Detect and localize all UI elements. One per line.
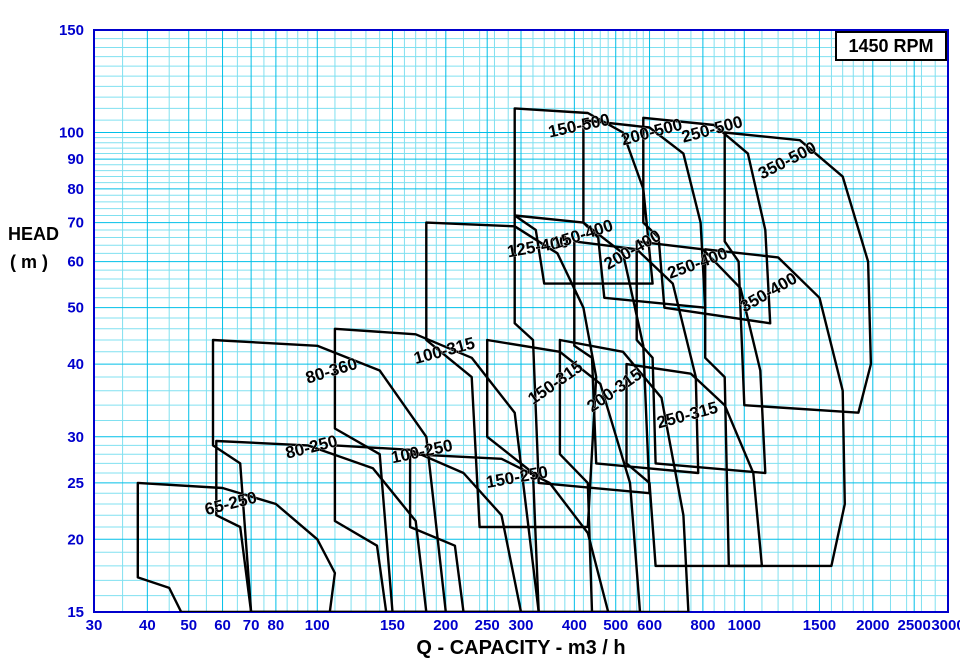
x-tick: 40: [139, 617, 156, 634]
y-tick: 70: [67, 215, 84, 232]
x-tick: 200: [433, 617, 458, 634]
pump-chart: 65-25080-250100-250150-25080-360100-3151…: [0, 0, 960, 658]
x-tick: 600: [637, 617, 662, 634]
x-tick: 150: [380, 617, 405, 634]
y-tick: 20: [67, 531, 84, 548]
x-tick: 400: [562, 617, 587, 634]
x-tick: 500: [603, 617, 628, 634]
y-tick: 100: [59, 124, 84, 141]
y-tick: 25: [67, 475, 84, 492]
y-tick: 60: [67, 254, 84, 271]
x-tick: 2000: [856, 617, 889, 634]
rpm-label: 1450 RPM: [848, 36, 933, 56]
x-tick: 50: [180, 617, 197, 634]
x-tick: 250: [475, 617, 500, 634]
y-tick: 150: [59, 22, 84, 39]
y-tick: 90: [67, 151, 84, 168]
y-tick: 40: [67, 356, 84, 373]
y-axis-title: HEAD: [8, 224, 59, 244]
y-tick: 15: [67, 604, 84, 621]
y-tick: 80: [67, 181, 84, 198]
x-tick: 2500: [898, 617, 931, 634]
x-tick: 1500: [803, 617, 836, 634]
x-tick: 60: [214, 617, 231, 634]
y-tick: 50: [67, 300, 84, 317]
x-axis-title: Q - CAPACITY - m3 / h: [416, 637, 625, 658]
x-tick: 800: [690, 617, 715, 634]
chart-svg: 65-25080-250100-250150-25080-360100-3151…: [0, 0, 960, 658]
y-tick: 30: [67, 429, 84, 446]
x-tick: 1000: [728, 617, 761, 634]
x-tick: 80: [268, 617, 285, 634]
x-tick: 100: [305, 617, 330, 634]
x-tick: 300: [508, 617, 533, 634]
x-tick: 3000: [931, 617, 960, 634]
x-tick: 70: [243, 617, 260, 634]
y-axis-title-unit: ( m ): [10, 252, 48, 272]
x-tick: 30: [86, 617, 103, 634]
